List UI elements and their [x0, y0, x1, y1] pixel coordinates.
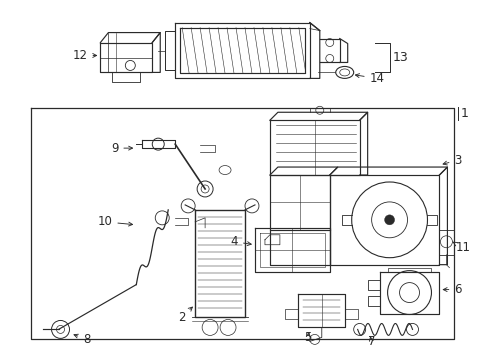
Text: 3: 3 [442, 154, 461, 167]
Text: 7: 7 [367, 335, 374, 348]
Text: 8: 8 [74, 333, 90, 346]
Circle shape [384, 215, 394, 225]
Text: 4: 4 [230, 235, 251, 248]
Text: 2: 2 [177, 307, 192, 324]
Text: 10: 10 [97, 215, 132, 228]
Text: 13: 13 [392, 51, 407, 64]
Text: 6: 6 [442, 283, 461, 296]
Text: 1: 1 [459, 107, 468, 120]
Text: 5: 5 [304, 331, 311, 344]
Text: 11: 11 [452, 241, 469, 254]
Text: 14: 14 [355, 72, 384, 85]
Text: 12: 12 [72, 49, 97, 62]
Text: 9: 9 [111, 141, 132, 155]
